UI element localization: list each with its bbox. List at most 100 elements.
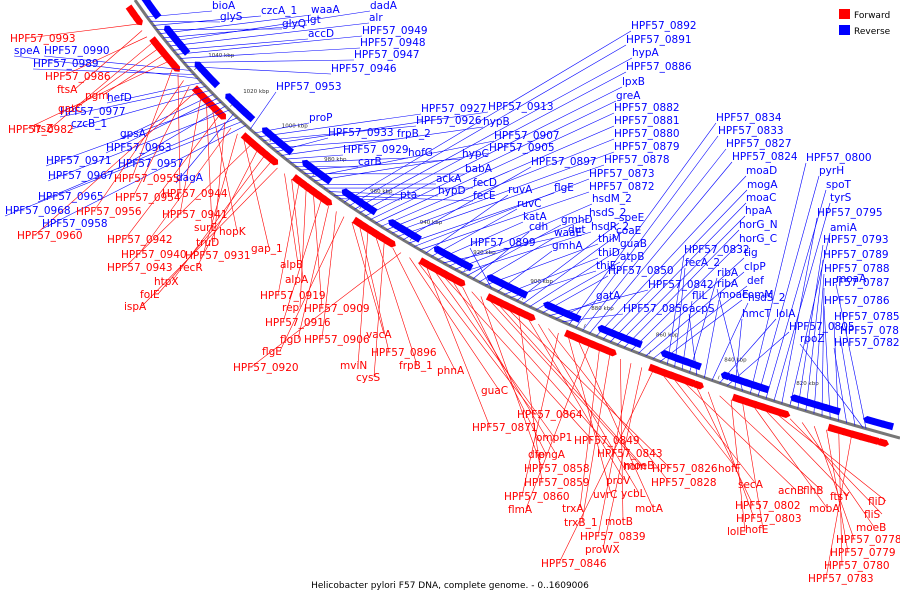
forward-leader-line xyxy=(548,328,670,483)
reverse-gene-label: HPF57_0787 xyxy=(824,277,890,289)
reverse-gene-arrow xyxy=(821,404,835,414)
reverse-gene-label: glyQ xyxy=(282,18,306,30)
reverse-leader-line xyxy=(150,20,221,23)
forward-gene-label: proWX xyxy=(585,544,620,556)
reverse-gene-label: HPF57_0953 xyxy=(276,81,342,93)
reverse-leader-line xyxy=(797,244,824,409)
reverse-gene-label: hsdR_2 xyxy=(591,221,629,233)
forward-leader-line xyxy=(74,30,143,90)
reverse-leader-line xyxy=(510,270,597,298)
reverse-gene-label: czcA_1 xyxy=(261,5,297,17)
reverse-leader-line xyxy=(41,125,247,230)
reverse-gene-label: guaB xyxy=(620,238,647,250)
forward-gene-label: uvrC xyxy=(593,489,618,501)
forward-leader-line xyxy=(93,80,184,212)
reverse-gene-label: HPF57_0967 xyxy=(48,170,114,182)
forward-gene-label: alpB xyxy=(280,259,303,271)
forward-leader-line xyxy=(707,391,755,519)
forward-gene-label: flhB xyxy=(803,485,823,497)
reverse-gene-label: HPF57_0781 xyxy=(840,325,900,337)
forward-leader-line xyxy=(299,189,307,308)
forward-gene-label: HPF57_0864 xyxy=(517,409,583,421)
reverse-gene-label: hypA xyxy=(632,47,660,59)
reverse-leader-line xyxy=(159,14,312,34)
forward-gene-arrow xyxy=(868,435,882,445)
reverse-leader-line xyxy=(32,68,195,75)
reverse-gene-arrow xyxy=(831,406,841,416)
reverse-leader-line xyxy=(314,152,490,182)
forward-leader-line xyxy=(131,67,173,179)
reverse-leader-line xyxy=(45,101,222,167)
reverse-gene-label: HPF57_0927 xyxy=(421,103,487,115)
forward-leader-line xyxy=(206,104,213,228)
reverse-leader-line xyxy=(13,55,199,79)
reverse-leader-line xyxy=(354,57,633,210)
forward-gene-label: HPF57_0954 xyxy=(115,192,181,204)
forward-gene-label: recR xyxy=(179,262,203,274)
forward-leader-line xyxy=(518,314,543,483)
forward-leader-line xyxy=(685,383,797,491)
reverse-gene-label: lolA xyxy=(776,308,796,320)
reverse-gene-label: ackA xyxy=(436,173,462,185)
forward-leader-line xyxy=(521,332,559,497)
reverse-gene-label: mogA xyxy=(747,179,778,191)
forward-gene-label: HPF57_0843 xyxy=(597,448,663,460)
reverse-gene-label: HPF57_0963 xyxy=(106,142,172,154)
reverse-gene-label: HPF57_0957 xyxy=(118,158,184,170)
forward-gene-label: HPF57_0956 xyxy=(76,206,142,218)
forward-gene-label: ftsA xyxy=(57,84,78,96)
reverse-gene-label: HPF57_0926 xyxy=(416,115,482,127)
reverse-leader-line xyxy=(380,125,615,227)
reverse-gene-label: thiE xyxy=(596,260,616,272)
reverse-gene-label: ribA xyxy=(717,278,739,290)
reverse-leader-line xyxy=(757,175,820,397)
reverse-leader-line xyxy=(437,221,524,260)
reverse-gene-label: HPF57_0850 xyxy=(608,265,674,277)
reverse-gene-label: clpP xyxy=(744,261,766,273)
forward-gene-label: phnA xyxy=(437,365,465,377)
forward-leader-line xyxy=(426,267,491,428)
forward-leader-line xyxy=(212,110,238,232)
reverse-leader-line xyxy=(549,289,649,316)
reverse-gene-label: horG_C xyxy=(739,233,777,245)
tick-label: 980 kbp xyxy=(324,157,347,163)
reverse-gene-label: HPF57_0878 xyxy=(604,154,670,166)
reverse-leader-line xyxy=(589,161,733,334)
reverse-gene-arrow xyxy=(321,174,333,185)
reverse-leader-line xyxy=(183,59,355,63)
tick-label: 1000 kbp xyxy=(282,123,308,129)
forward-leader-line xyxy=(179,98,201,215)
reverse-leader-line xyxy=(497,250,553,292)
reverse-gene-label: HPF57_0788 xyxy=(824,263,890,275)
forward-leader-line xyxy=(453,281,557,455)
reverse-leader-line xyxy=(460,231,592,273)
forward-gene-label: HPF57_0993 xyxy=(10,33,76,45)
forward-gene-label: frpB_1 xyxy=(399,360,433,372)
reverse-leader-line xyxy=(522,235,617,304)
forward-gene-label: HPF57_0778 xyxy=(836,534,900,546)
forward-gene-arrow xyxy=(455,277,466,287)
reverse-leader-line xyxy=(631,243,740,351)
forward-gene-label: HPF57_0943 xyxy=(107,262,173,274)
reverse-gene-label: HPF57_0827 xyxy=(726,138,792,150)
forward-leader-line xyxy=(171,156,265,282)
reverse-leader-line xyxy=(267,111,489,145)
reverse-gene-arrow xyxy=(180,46,191,56)
reverse-leader-line xyxy=(359,71,627,213)
reverse-gene-label: dadA xyxy=(370,0,398,12)
reverse-gene-label: tig xyxy=(744,247,758,259)
reverse-leader-line xyxy=(542,275,609,313)
reverse-gene-label: fecE xyxy=(473,190,496,202)
reverse-leader-line xyxy=(575,135,719,328)
tick-label: 860 kbp xyxy=(656,332,679,338)
forward-gene-label: flgE xyxy=(262,346,282,358)
reverse-gene-label: HPF57_0886 xyxy=(626,61,692,73)
forward-gene-label: alpA xyxy=(285,274,309,286)
forward-gene-arrow xyxy=(320,195,333,206)
reverse-gene-label: moaA xyxy=(836,273,867,285)
reverse-gene-label: gmhD xyxy=(561,214,593,226)
reverse-gene-label: hypD xyxy=(438,185,466,197)
reverse-leader-line xyxy=(582,148,727,331)
reverse-gene-label: spoT xyxy=(826,179,852,191)
reverse-leader-line xyxy=(516,222,620,301)
